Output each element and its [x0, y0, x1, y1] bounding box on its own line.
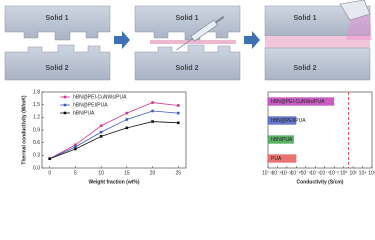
series-line: [49, 121, 179, 160]
solid-top: [134, 5, 241, 41]
point: [151, 101, 154, 104]
x-axis-title: Weight fraction (wt%): [88, 179, 139, 185]
legend-label: hBN@PEI/PUA: [73, 102, 108, 108]
y-axis-title: Thermal conductivity (W/mK): [21, 95, 27, 165]
x-tick-label: 20: [150, 170, 156, 176]
x-axis-title: Conductivity (S/cm): [297, 179, 344, 185]
y-tick-label: 1.8: [33, 89, 40, 95]
label: Solid 2: [176, 65, 199, 72]
figure: Solid 1 Solid 2 Solid 1 Solid 2 Solid 1 …: [4, 0, 375, 185]
x-tick-label: 10²: [349, 170, 357, 176]
solid-top: [4, 5, 111, 41]
x-tick-label: 10⁻¹⁴: [271, 170, 283, 176]
y-tick-label: 1.2: [33, 115, 40, 121]
point: [99, 124, 103, 128]
label: Solid 1: [46, 15, 69, 22]
x-tick-label: 10⁻¹²: [281, 170, 293, 176]
panel: Solid 1 Solid 2: [264, 0, 372, 81]
uv-light: [346, 14, 372, 40]
x-tick-label: 10⁶: [368, 170, 375, 176]
legend-marker: [63, 95, 67, 99]
series-line: [49, 102, 179, 160]
point: [74, 147, 77, 151]
point: [48, 157, 52, 161]
bar: [268, 116, 297, 125]
x-tick-label: 10⁻¹⁰: [290, 170, 302, 176]
bar-label: hBN@PEI-CuNWs/PUA: [271, 99, 325, 105]
y-tick-label: 0.6: [33, 140, 40, 146]
point: [151, 120, 154, 123]
point: [176, 111, 180, 115]
bar: [268, 154, 297, 163]
arrow: [244, 31, 260, 49]
x-tick-label: 10⁻⁴: [320, 170, 330, 176]
legend-marker: [63, 111, 67, 115]
x-tick-label: 10⁻²: [329, 170, 339, 176]
bar-label: hBN@PEI/PUA: [271, 118, 306, 124]
syringe: [176, 15, 225, 51]
solid-bottom: [4, 44, 111, 81]
arrow: [114, 31, 130, 49]
uv-lamp: [339, 0, 371, 21]
point: [74, 143, 77, 147]
point: [125, 111, 129, 115]
x-tick-label: 10⁻⁸: [301, 170, 311, 176]
y-tick-label: 0.0: [33, 165, 40, 171]
point: [151, 109, 154, 113]
legend-marker: [63, 103, 67, 107]
x-tick-label: 25: [176, 170, 182, 176]
point: [125, 118, 129, 121]
x-tick-label: 10: [98, 170, 104, 176]
point: [99, 135, 103, 138]
bar: [268, 135, 294, 144]
x-tick-label: 10⁻⁶: [310, 170, 320, 176]
series-line: [49, 110, 179, 160]
point: [125, 126, 129, 130]
panel: Solid 1 Solid 2: [4, 5, 111, 81]
label: Solid 2: [294, 65, 317, 72]
x-tick-label: 5: [74, 170, 77, 176]
point: [176, 121, 180, 125]
x-tick-label: 15: [124, 170, 130, 176]
x-tick-label: 10⁰: [340, 170, 348, 176]
bar-label: PUA: [271, 156, 282, 162]
bar-label: hBN/PUA: [271, 137, 293, 143]
solid-bottom: [264, 47, 371, 81]
bond-layer: [265, 36, 370, 48]
plot-frame: [41, 91, 187, 169]
x-tick-label: 0: [48, 170, 51, 176]
point: [176, 104, 180, 107]
solid-bottom: [134, 44, 241, 81]
point: [99, 130, 103, 134]
y-tick-label: 0.9: [33, 127, 40, 133]
bar: [268, 97, 335, 106]
plot-frame: [267, 91, 373, 169]
label: Solid 1: [294, 15, 317, 22]
legend-label: hBN@PEI-CuNWs/PUA: [73, 94, 127, 100]
y-tick-label: 0.3: [33, 153, 40, 159]
label: Solid 1: [176, 15, 199, 22]
x-tick-label: 10⁻¹⁶: [262, 170, 274, 176]
panel: Solid 1 Solid 2: [134, 5, 241, 81]
y-tick-label: 1.5: [33, 102, 40, 108]
label: Solid 2: [46, 65, 69, 72]
x-tick-label: 10⁴: [359, 170, 367, 176]
legend-label: hBN/PUA: [73, 110, 95, 116]
point: [74, 145, 77, 149]
